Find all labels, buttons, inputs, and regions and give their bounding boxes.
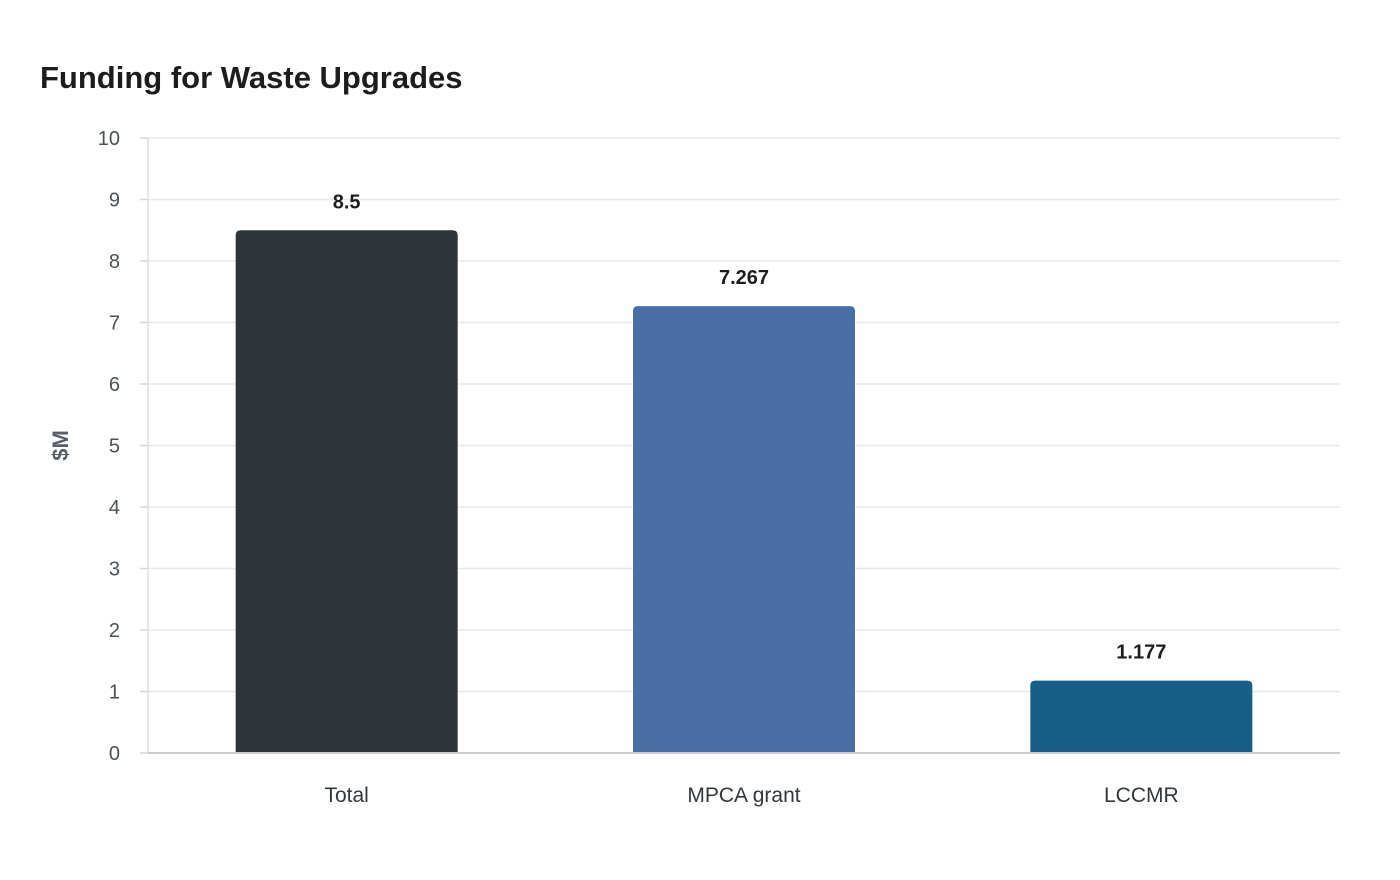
y-tick-label: 4 <box>109 497 120 519</box>
axes <box>140 137 1340 754</box>
bar-lccmr <box>1030 680 1253 753</box>
bar-mpca-grant <box>633 306 855 753</box>
y-axis-title: $M <box>48 430 73 461</box>
x-tick-label: Total <box>324 784 368 807</box>
bars <box>235 230 1253 753</box>
y-tick-label: 9 <box>109 190 120 212</box>
x-tick-label: MPCA grant <box>687 784 800 807</box>
y-tick-label: 7 <box>109 313 120 335</box>
data-label: 7.267 <box>719 267 769 289</box>
data-label: 8.5 <box>333 191 361 213</box>
y-tick-label: 8 <box>109 251 120 273</box>
y-tick-label: 1 <box>109 682 120 704</box>
data-label: 1.177 <box>1116 642 1166 664</box>
y-tick-label: 10 <box>98 128 120 150</box>
bar-total <box>235 230 458 753</box>
x-tick-label: LCCMR <box>1104 784 1179 807</box>
y-tick-label: 5 <box>109 436 120 458</box>
y-tick-label: 6 <box>109 374 120 396</box>
y-tick-label: 3 <box>109 559 120 581</box>
labels: 0 1 2 3 4 5 6 7 8 9 10 8.5 Total 7.267 MPCA grant 1.177… <box>98 128 1179 807</box>
y-tick-label: 0 <box>109 743 120 765</box>
chart-title: Funding for Waste Upgrades <box>40 60 463 95</box>
y-tick-label: 2 <box>109 620 120 642</box>
